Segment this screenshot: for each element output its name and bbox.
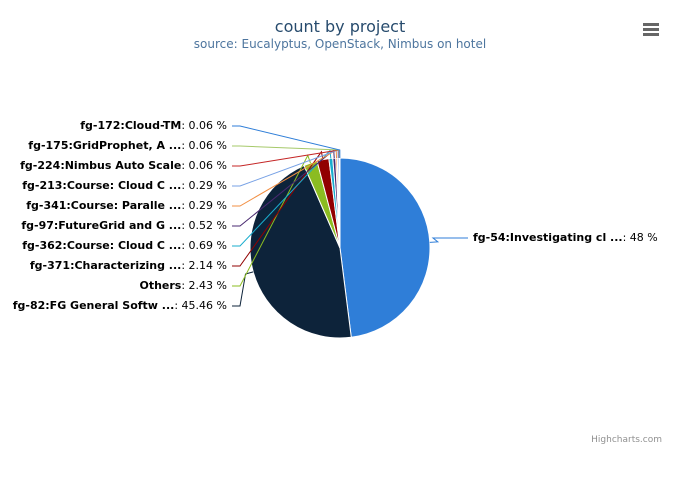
pie-slice[interactable] <box>339 157 431 338</box>
chart-title: count by project <box>275 17 405 36</box>
label-connector <box>232 149 339 187</box>
slice-label: fg-97:FutureGrid and G ...: 0.52 % <box>21 219 227 232</box>
slice-label: fg-82:FG General Softw ...: 45.46 % <box>13 299 227 312</box>
label-connector <box>232 125 341 159</box>
slice-label: fg-175:GridProphet, A ...: 0.06 % <box>28 139 227 152</box>
slice-label: fg-172:Cloud-TM: 0.06 % <box>80 119 227 132</box>
slice-label: fg-224:Nimbus Auto Scale: 0.06 % <box>20 159 227 172</box>
label-connector <box>232 145 340 159</box>
slice-label: Others: 2.43 % <box>139 279 227 292</box>
label-connector <box>232 271 254 307</box>
slice-label: fg-362:Course: Cloud C ...: 0.69 % <box>22 239 227 252</box>
slice-label: fg-54:Investigating cl ...: 48 % <box>473 231 658 244</box>
label-connector <box>232 149 338 207</box>
label-connector <box>232 149 335 227</box>
chart-subtitle: source: Eucalyptus, OpenStack, Nimbus on… <box>194 37 486 51</box>
slice-label: fg-341:Course: Paralle ...: 0.29 % <box>26 199 227 212</box>
label-connectors <box>232 125 468 307</box>
label-connector <box>232 149 332 247</box>
slice-label: fg-213:Course: Cloud C ...: 0.29 % <box>22 179 227 192</box>
hamburger-menu-icon[interactable] <box>643 23 659 36</box>
data-labels: fg-54:Investigating cl ...: 48 % fg-82:FG… <box>13 119 658 312</box>
slice-label: fg-371:Characterizing ...: 2.14 % <box>30 259 227 272</box>
label-connector <box>429 237 468 243</box>
credits-link[interactable]: Highcharts.com <box>591 435 662 445</box>
label-connector <box>232 154 311 287</box>
